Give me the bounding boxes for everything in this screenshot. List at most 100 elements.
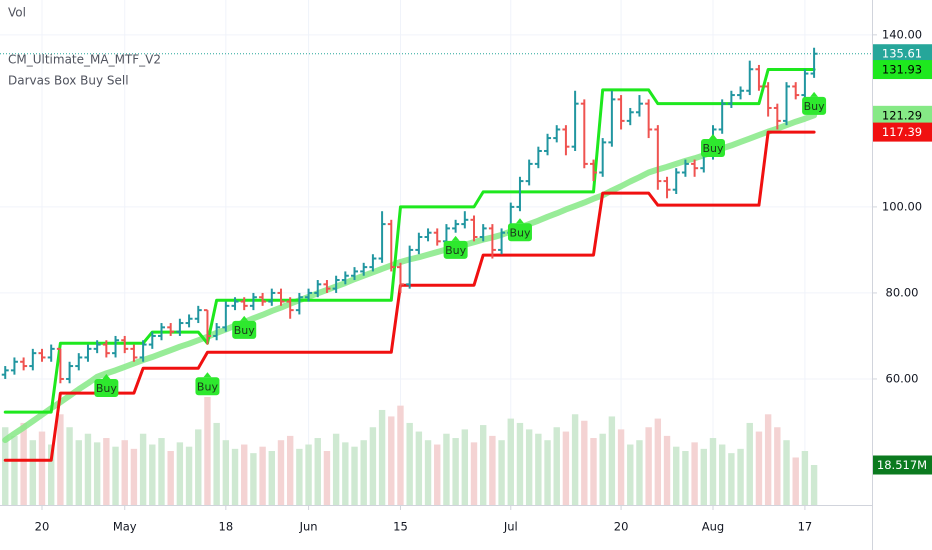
price-tag xyxy=(873,122,932,142)
volume-bar xyxy=(746,422,753,505)
price-tag-label: 131.93 xyxy=(882,63,922,77)
volume-bar xyxy=(636,440,643,505)
volume-bar xyxy=(305,444,312,505)
volume-bar xyxy=(516,422,524,505)
volume-bar xyxy=(185,446,193,505)
signal-box xyxy=(802,96,827,115)
signal-arrow xyxy=(515,218,524,224)
volume-bar xyxy=(774,427,781,505)
volume-bar xyxy=(783,440,790,505)
price-tag xyxy=(873,44,932,64)
volume-bar xyxy=(654,418,662,505)
signal-label: Buy xyxy=(197,380,219,393)
volume-bar xyxy=(470,442,478,505)
signal-label: Buy xyxy=(234,324,256,337)
signal-arrow xyxy=(810,91,819,97)
x-tick-label: 15 xyxy=(393,520,408,534)
volume-bar xyxy=(489,435,496,505)
volume-bar xyxy=(286,435,294,505)
volume-bar xyxy=(682,451,689,505)
price-tag xyxy=(873,105,932,125)
legend-item: Darvas Box Buy Sell xyxy=(8,74,129,88)
signal-box xyxy=(195,377,220,396)
volume-bar xyxy=(250,453,257,505)
volume-bar xyxy=(121,440,128,505)
volume-bar xyxy=(525,429,533,505)
signal-label: Buy xyxy=(96,382,118,395)
volume-bar xyxy=(443,433,450,505)
signal-arrow xyxy=(708,133,717,139)
volume-bar xyxy=(314,438,321,505)
volume-bar xyxy=(268,451,275,505)
volume-bar xyxy=(11,435,18,505)
volume-bar xyxy=(792,457,799,505)
volume-bar xyxy=(75,440,82,505)
volume-bar xyxy=(562,431,570,505)
volume-bar xyxy=(149,444,156,505)
volume-bar xyxy=(176,442,184,505)
signal-arrow xyxy=(102,373,111,379)
volume-bar xyxy=(213,422,220,505)
volume-bar xyxy=(130,448,138,505)
signal-arrow xyxy=(203,372,212,378)
volume-bar xyxy=(599,433,606,505)
volume-bar xyxy=(498,440,505,505)
volume-bar xyxy=(406,422,413,505)
volume-bar xyxy=(277,440,285,505)
signal-label: Buy xyxy=(702,142,724,155)
volume-bar xyxy=(461,429,469,505)
volume-bar xyxy=(718,444,726,505)
legend: Vol CM_Ultimate_MA_MTF_V2 Darvas Box Buy… xyxy=(8,6,161,88)
volume-bar xyxy=(479,425,487,505)
axes: 60.00 80.00 100.00 140.00 20 May 18 Jun 15 Jul 20 A… xyxy=(35,27,932,534)
volume-bar xyxy=(581,420,588,505)
volume-bar xyxy=(103,438,110,505)
y-tick-label: 80.00 xyxy=(886,285,919,299)
volume-bar xyxy=(360,440,367,505)
volume-bar xyxy=(93,442,101,505)
x-tick-label: Jul xyxy=(503,520,518,534)
volume-bar xyxy=(544,440,551,505)
volume-bar xyxy=(764,414,772,505)
y-tick-label: 60.00 xyxy=(886,371,919,385)
y-tick-label: 100.00 xyxy=(882,199,922,213)
signals: Buy Buy Buy Buy Buy Buy Buy xyxy=(94,91,827,397)
volume-bar xyxy=(728,453,735,505)
signal-box xyxy=(443,240,468,259)
volume-bar xyxy=(737,448,744,505)
volume-bar xyxy=(590,438,597,505)
volume-bar xyxy=(507,418,514,505)
volume-bar xyxy=(241,444,248,505)
volume-bar xyxy=(231,448,239,505)
volume-bar xyxy=(222,440,230,505)
volume-bar xyxy=(57,414,64,505)
volume-bar xyxy=(553,427,560,505)
legend-item: Vol xyxy=(8,6,26,20)
volume-bar xyxy=(112,446,119,505)
volume-bar xyxy=(571,414,579,505)
signal-label: Buy xyxy=(445,244,467,257)
signal-box xyxy=(700,138,725,157)
x-tick-label: May xyxy=(113,520,137,534)
volume-bar xyxy=(259,446,266,505)
volume-bar xyxy=(617,429,625,505)
volume-bar xyxy=(424,440,432,505)
volume-bar xyxy=(535,433,542,505)
x-tick-label: 17 xyxy=(798,520,813,534)
signal-box xyxy=(507,223,532,242)
signal-arrow xyxy=(451,235,460,241)
price-tag xyxy=(873,455,932,475)
volume-bar xyxy=(204,397,211,505)
volume-bar xyxy=(691,442,698,505)
price-bars xyxy=(0,47,872,384)
y-tick-label: 140.00 xyxy=(882,27,922,41)
volume-bar xyxy=(84,433,92,505)
signal-label: Buy xyxy=(509,226,531,239)
volume-bar xyxy=(608,416,616,505)
volume-bar xyxy=(139,433,147,505)
price-tag-label: 18.517M xyxy=(877,458,927,472)
volume-bar xyxy=(388,416,395,505)
price-tag-label: 117.39 xyxy=(882,125,922,139)
volume-bar xyxy=(434,444,441,505)
volume-bar xyxy=(709,438,717,505)
